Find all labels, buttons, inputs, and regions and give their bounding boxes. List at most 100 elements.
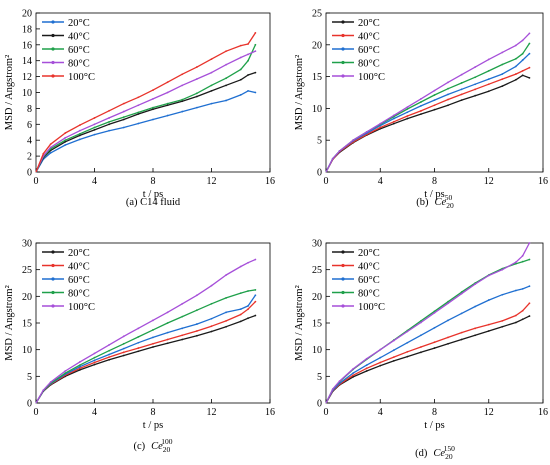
y-tick-label: 0 (27, 399, 32, 410)
data-point (166, 311, 169, 314)
data-point (122, 110, 125, 113)
series-1 (325, 66, 531, 173)
panel-a: 0 4 8 12 16 0 2 4 6 8 10 12 14 16 18 20 t / ps MSD / Angs… (4, 9, 275, 209)
x-tick-label: 12 (484, 176, 494, 187)
data-point (420, 101, 422, 103)
data-point (93, 128, 96, 131)
y-tick-label: 20 (22, 9, 32, 20)
data-point (254, 294, 257, 297)
series-line (35, 289, 256, 404)
data-point (210, 84, 213, 87)
data-point (447, 87, 449, 90)
data-point (108, 129, 111, 132)
data-point (254, 43, 257, 46)
y-tick-label: 0 (27, 168, 32, 179)
data-point (239, 56, 242, 59)
legend-label: 100°C (358, 302, 385, 313)
x-axis-label: t / ps (143, 420, 163, 431)
legend-label: 60°C (68, 275, 90, 286)
data-point (152, 319, 154, 322)
data-point (365, 367, 368, 370)
data-point (49, 146, 52, 149)
data-point (514, 44, 517, 47)
data-point (137, 122, 140, 125)
legend-label: 80°C (68, 59, 90, 70)
caption-superscript: 50 (445, 193, 453, 202)
data-point (420, 104, 422, 107)
data-point (181, 327, 184, 330)
data-point (501, 78, 504, 81)
data-point (528, 42, 531, 45)
data-point (152, 342, 154, 345)
data-point (195, 106, 198, 109)
series-line (35, 44, 256, 173)
y-axis-label: MSD / Angstrom² (294, 285, 305, 361)
data-point (392, 122, 395, 125)
y-tick-label: 0 (317, 399, 322, 410)
data-point (195, 309, 198, 312)
panel-caption: (c) Ce20100 (133, 437, 172, 454)
legend-label: 60°C (358, 45, 380, 56)
series-2 (35, 43, 257, 173)
data-point (181, 315, 184, 318)
data-point (352, 139, 355, 142)
data-point (247, 305, 249, 307)
y-tick-label: 15 (312, 319, 322, 330)
data-point (93, 356, 96, 359)
data-point (49, 381, 52, 384)
data-point (406, 355, 409, 358)
series-line (35, 314, 256, 404)
legend-label: 60°C (68, 45, 90, 56)
data-point (379, 122, 382, 125)
series-0 (325, 315, 531, 404)
data-point (406, 350, 409, 353)
data-point (181, 110, 184, 113)
data-point (108, 353, 111, 356)
data-point (78, 138, 81, 141)
data-point (152, 108, 154, 111)
data-point (210, 317, 213, 320)
data-point (137, 335, 140, 338)
data-point (254, 91, 257, 94)
data-point (254, 31, 257, 34)
data-point (406, 106, 409, 109)
series-4 (35, 31, 257, 173)
data-point (254, 314, 257, 317)
data-point (122, 116, 125, 119)
data-point (195, 330, 198, 332)
series-line (325, 315, 530, 404)
legend-item: 100°C (42, 72, 95, 83)
data-point (474, 334, 477, 337)
data-point (528, 258, 531, 261)
data-point (528, 302, 531, 305)
y-tick-label: 6 (27, 120, 32, 131)
data-point (93, 126, 96, 129)
data-point (195, 66, 198, 68)
data-point (474, 83, 477, 86)
data-point (521, 52, 524, 55)
x-tick-label: 0 (34, 176, 39, 187)
data-point (433, 89, 436, 92)
data-point (225, 319, 228, 322)
data-point (460, 73, 463, 76)
data-point (93, 361, 96, 364)
panel-d: 0 4 8 12 16 0 5 10 15 20 25 30 t / ps MSD / Angstrom²… (294, 239, 548, 462)
data-point (460, 338, 463, 341)
x-tick-label: 0 (324, 407, 329, 418)
data-point (521, 69, 524, 72)
legend-marker (341, 250, 345, 254)
x-tick-label: 0 (34, 407, 39, 418)
data-point (521, 309, 524, 312)
data-point (122, 118, 125, 121)
series-0 (325, 74, 531, 173)
series-line (325, 302, 530, 404)
legend-label: 60°C (358, 275, 380, 286)
data-point (122, 342, 125, 345)
legend-marker (341, 263, 345, 268)
data-point (528, 242, 531, 244)
data-point (210, 325, 213, 328)
x-tick-label: 16 (265, 176, 275, 187)
data-point (225, 311, 228, 314)
data-point (247, 317, 249, 320)
y-tick-label: 15 (22, 319, 32, 330)
